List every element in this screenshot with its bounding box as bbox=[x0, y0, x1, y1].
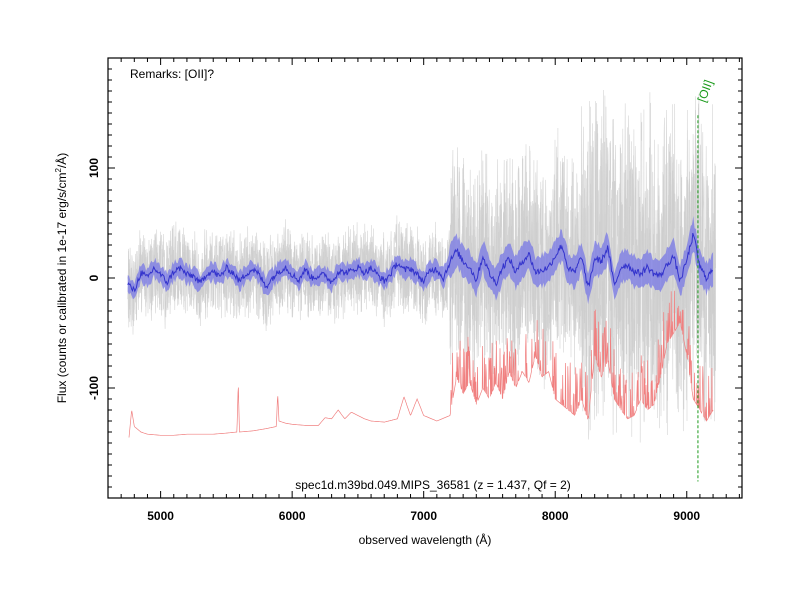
plot-area bbox=[127, 89, 716, 482]
y-axis-ticks: -100 0 100 bbox=[87, 68, 742, 488]
y-axis-title: Flux (counts or calibrated in 1e-17 erg/… bbox=[54, 153, 69, 404]
x-tick-label-7000: 7000 bbox=[410, 509, 437, 523]
x-axis-title: observed wavelength (Å) bbox=[359, 532, 492, 547]
x-tick-label-6000: 6000 bbox=[279, 509, 306, 523]
y-tick-label--100: -100 bbox=[87, 376, 101, 400]
y-axis-title-main: Flux (counts or calibrated in 1e-17 erg/… bbox=[55, 173, 69, 404]
x-tick-label-9000: 9000 bbox=[673, 509, 700, 523]
remarks-text: Remarks: [OII]? bbox=[130, 67, 214, 81]
raw-flux-line-2 bbox=[127, 92, 716, 432]
x-tick-label-8000: 8000 bbox=[542, 509, 569, 523]
spectrum-caption: spec1d.m39bd.049.MIPS_36581 (z = 1.437, … bbox=[295, 478, 571, 492]
sky-spectrum-line bbox=[128, 290, 714, 438]
smoothed-flux-line bbox=[127, 232, 713, 293]
y-axis-title-exponent: 2 bbox=[54, 168, 63, 173]
x-axis-ticks: 5000 6000 7000 8000 9000 bbox=[120, 58, 740, 523]
y-tick-label-0: 0 bbox=[87, 274, 101, 281]
y-tick-label-100: 100 bbox=[87, 158, 101, 178]
sky-spectrum-series bbox=[128, 290, 714, 438]
y-axis-title-unit: /Å) bbox=[54, 153, 69, 168]
error-band bbox=[127, 216, 714, 305]
smoothed-flux-series bbox=[127, 232, 713, 293]
oii-line-label: [OII] bbox=[695, 78, 716, 104]
x-tick-label-5000: 5000 bbox=[147, 509, 174, 523]
error-band-series bbox=[127, 216, 714, 305]
